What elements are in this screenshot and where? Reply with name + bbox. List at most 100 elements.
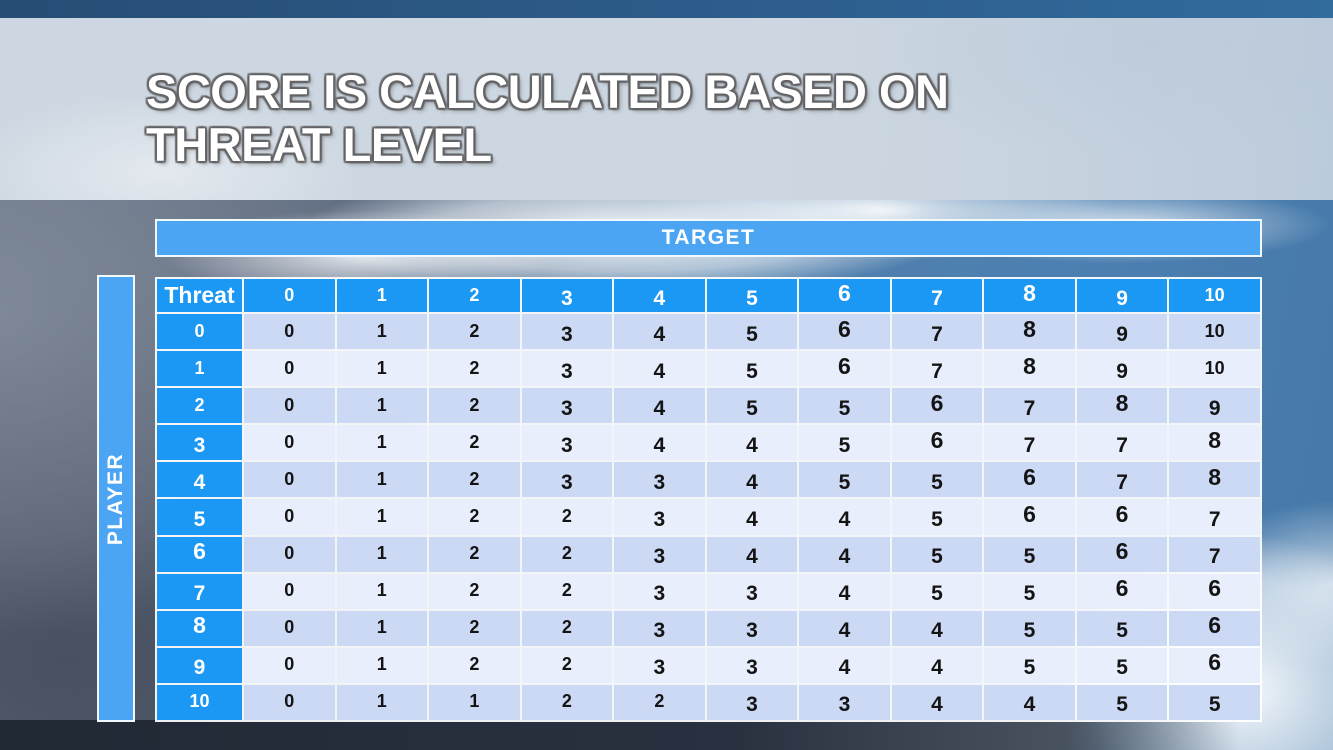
target-column-header: 6 [799, 279, 890, 313]
player-row-header: 9 [157, 647, 242, 683]
score-cell: 4 [891, 647, 983, 683]
score-cell: 5 [706, 388, 798, 424]
score-cell: 1 [336, 573, 428, 609]
score-cell: 3 [614, 462, 705, 498]
player-row-header: 10 [157, 684, 242, 720]
player-row-header: 3 [157, 425, 242, 461]
score-cell: 5 [984, 536, 1075, 572]
score-cell: 3 [706, 684, 798, 720]
threat-corner-label: Threat [157, 279, 242, 313]
score-cell: 6 [891, 388, 983, 424]
score-cell: 4 [706, 499, 798, 535]
score-cell: 4 [614, 314, 705, 350]
score-cell: 7 [891, 314, 983, 350]
score-cell: 4 [614, 388, 705, 424]
matrix-row: 10 0 1 1 2 2 3 3 4 4 5 5 [157, 684, 1260, 720]
score-cell: 4 [799, 610, 890, 646]
score-cell: 7 [1169, 536, 1260, 572]
score-cell: 0 [244, 462, 335, 498]
score-cell: 2 [521, 610, 613, 646]
score-cell: 9 [1169, 388, 1260, 424]
score-cell: 7 [984, 425, 1075, 461]
slide-title: SCORE IS CALCULATED BASED ON THREAT LEVE… [146, 65, 949, 171]
score-cell: 4 [799, 573, 890, 609]
score-cell: 8 [1076, 388, 1168, 424]
score-cell: 5 [891, 536, 983, 572]
score-cell: 3 [521, 425, 613, 461]
score-cell: 2 [429, 388, 520, 424]
score-cell: 2 [521, 647, 613, 683]
player-row-header: 2 [157, 388, 242, 424]
title-band: SCORE IS CALCULATED BASED ON THREAT LEVE… [0, 18, 1333, 200]
score-cell: 0 [244, 425, 335, 461]
score-cell: 6 [891, 425, 983, 461]
player-row-header: 6 [157, 536, 242, 572]
score-cell: 1 [429, 684, 520, 720]
score-cell: 7 [891, 351, 983, 387]
score-cell: 0 [244, 351, 335, 387]
score-cell: 5 [891, 462, 983, 498]
target-column-header: 2 [429, 279, 520, 313]
score-cell: 1 [336, 610, 428, 646]
target-column-header: 8 [984, 279, 1075, 313]
target-column-header: 3 [521, 279, 613, 313]
score-cell: 9 [1076, 314, 1168, 350]
score-cell: 7 [1169, 499, 1260, 535]
score-cell: 10 [1169, 314, 1260, 350]
score-cell: 2 [429, 573, 520, 609]
score-cell: 4 [706, 536, 798, 572]
score-cell: 2 [614, 684, 705, 720]
top-sky-strip [0, 0, 1333, 18]
score-cell: 1 [336, 314, 428, 350]
score-cell: 0 [244, 536, 335, 572]
score-cell: 3 [799, 684, 890, 720]
target-column-header: 4 [614, 279, 705, 313]
score-cell: 4 [706, 425, 798, 461]
score-cell: 1 [336, 684, 428, 720]
score-cell: 6 [799, 351, 890, 387]
score-cell: 3 [521, 351, 613, 387]
score-cell: 2 [429, 351, 520, 387]
score-cell: 6 [1169, 610, 1260, 646]
score-cell: 5 [706, 314, 798, 350]
score-matrix-body: Threat 0 1 2 3 4 5 6 7 8 9 10 0 0 1 2 3 4 5 6 7 8 9 10 1 0 1 2 3 4 5 6 7… [157, 279, 1260, 720]
score-cell: 5 [1076, 684, 1168, 720]
title-line-2: THREAT LEVEL [146, 117, 492, 171]
score-cell: 5 [984, 610, 1075, 646]
score-cell: 6 [799, 314, 890, 350]
score-cell: 3 [521, 314, 613, 350]
score-cell: 3 [521, 462, 613, 498]
score-cell: 3 [706, 573, 798, 609]
score-cell: 2 [521, 573, 613, 609]
score-cell: 5 [1076, 610, 1168, 646]
score-cell: 3 [614, 536, 705, 572]
player-row-header: 5 [157, 499, 242, 535]
score-cell: 4 [799, 647, 890, 683]
score-cell: 2 [429, 647, 520, 683]
player-row-header: 1 [157, 351, 242, 387]
storm-cloud-band [0, 720, 1333, 750]
score-cell: 2 [429, 462, 520, 498]
score-cell: 0 [244, 610, 335, 646]
score-cell: 3 [521, 388, 613, 424]
score-cell: 2 [521, 684, 613, 720]
score-cell: 1 [336, 536, 428, 572]
score-cell: 1 [336, 462, 428, 498]
title-line-1: SCORE IS CALCULATED BASED ON [146, 65, 949, 118]
score-cell: 4 [799, 499, 890, 535]
score-cell: 6 [1169, 573, 1260, 609]
score-cell: 3 [614, 610, 705, 646]
score-cell: 1 [336, 647, 428, 683]
score-cell: 1 [336, 425, 428, 461]
score-cell: 6 [1076, 536, 1168, 572]
score-cell: 4 [706, 462, 798, 498]
